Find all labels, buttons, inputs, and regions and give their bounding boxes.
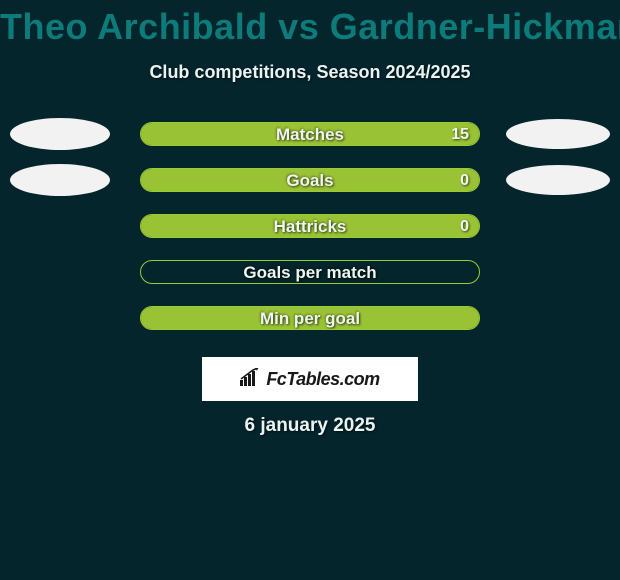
bar-track: Min per goal [140, 306, 480, 330]
date-label: 6 january 2025 [0, 415, 620, 437]
bar-label: Goals per match [141, 261, 479, 284]
stat-row: Hattricks0 [0, 203, 620, 249]
stat-row: Min per goal [0, 295, 620, 341]
bar-fill [141, 123, 479, 145]
subtitle: Club competitions, Season 2024/2025 [0, 62, 620, 83]
stat-row: Goals0 [0, 157, 620, 203]
stat-bars: Matches15 Goals0 Hattricks0 Goals per match… [0, 111, 620, 341]
stat-row: Matches15 [0, 111, 620, 157]
chart-icon [240, 368, 262, 391]
player-photo-right [506, 119, 610, 149]
player-photo-right [506, 165, 610, 195]
player-photo-left [10, 118, 110, 150]
bar-track: Hattricks0 [140, 214, 480, 238]
bar-track: Goals0 [140, 168, 480, 192]
logo-text: FcTables.com [266, 369, 379, 390]
logo-box: FcTables.com [202, 357, 418, 401]
bar-track: Goals per match [140, 260, 480, 284]
bar-fill [141, 307, 479, 329]
stat-row: Goals per match [0, 249, 620, 295]
bar-fill [141, 215, 479, 237]
player-photo-left [10, 164, 110, 196]
bar-track: Matches15 [140, 122, 480, 146]
page-title: Theo Archibald vs Gardner-Hickman [0, 6, 620, 48]
bar-fill [141, 169, 479, 191]
